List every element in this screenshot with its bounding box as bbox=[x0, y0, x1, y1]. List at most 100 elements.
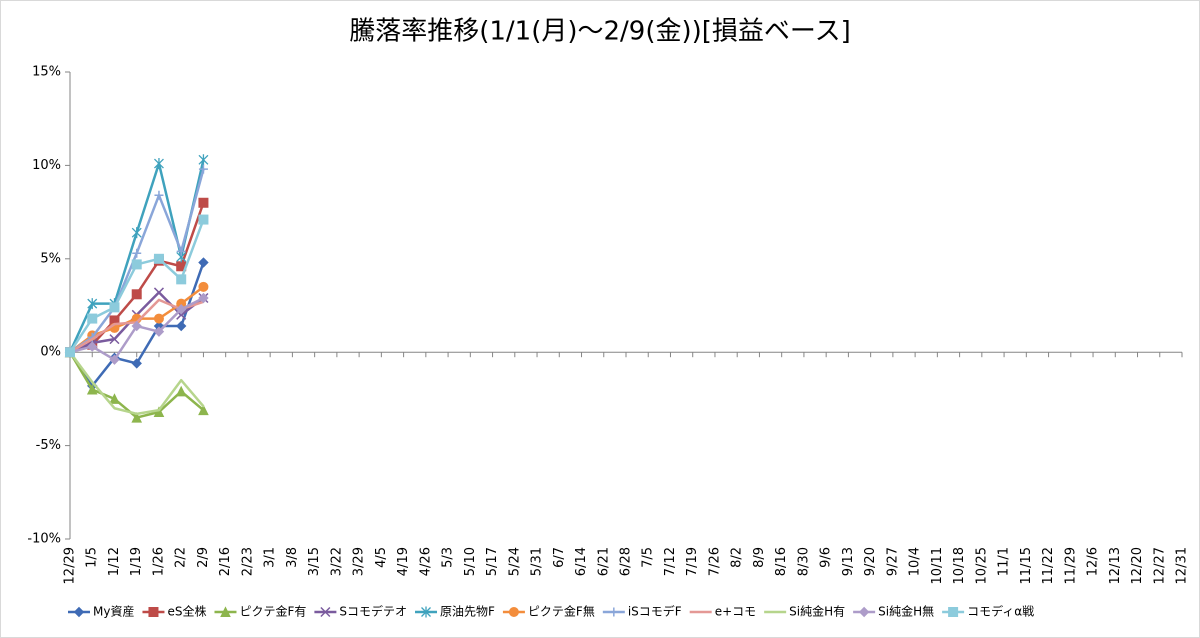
legend-marker bbox=[220, 606, 231, 617]
x-tick-label: 1/19 bbox=[129, 547, 144, 576]
y-tick-label: 10% bbox=[32, 158, 61, 173]
data-point bbox=[198, 257, 209, 268]
data-point bbox=[154, 190, 164, 200]
x-tick-label: 10/11 bbox=[930, 547, 945, 584]
data-point bbox=[109, 302, 120, 313]
x-tick-label: 8/30 bbox=[796, 547, 811, 576]
data-point bbox=[153, 406, 165, 417]
x-tick-label: 12/6 bbox=[1086, 547, 1101, 576]
data-point bbox=[153, 287, 164, 298]
data-point bbox=[65, 347, 75, 358]
legend-label: コモディα戦 bbox=[967, 604, 1034, 619]
x-tick-label: 9/6 bbox=[819, 547, 834, 568]
x-tick-label: 5/17 bbox=[485, 547, 500, 576]
data-point bbox=[198, 281, 209, 292]
data-point bbox=[176, 274, 187, 285]
data-point bbox=[154, 158, 164, 170]
legend-item: Si純金H有 bbox=[764, 604, 845, 619]
y-tick-label: 0% bbox=[40, 345, 61, 360]
legend-item: 原油先物F bbox=[415, 605, 495, 619]
x-tick-label: 6/14 bbox=[574, 547, 589, 576]
x-tick-label: 12/31 bbox=[1175, 547, 1190, 584]
data-point bbox=[132, 248, 142, 258]
data-point bbox=[131, 358, 142, 369]
y-tick-label: 5% bbox=[40, 251, 61, 266]
x-tick-label: 9/27 bbox=[885, 547, 900, 576]
x-tick-label: 11/22 bbox=[1041, 547, 1056, 584]
legend-item: Sコモデテオ bbox=[314, 604, 407, 619]
data-point bbox=[113, 407, 116, 410]
legend-label: ピクテ金F有 bbox=[239, 604, 306, 619]
data-point bbox=[131, 320, 142, 332]
x-tick-label: 3/1 bbox=[263, 547, 278, 568]
x-tick-label: 7/5 bbox=[641, 547, 656, 568]
legend-label: Si純金H無 bbox=[878, 604, 934, 619]
data-point bbox=[86, 383, 98, 395]
data-point bbox=[131, 259, 142, 270]
x-tick-label: 9/13 bbox=[841, 547, 856, 576]
legend-item: Si純金H無 bbox=[853, 604, 934, 619]
x-tick-label: 9/20 bbox=[863, 547, 878, 576]
data-point bbox=[157, 409, 160, 412]
legend-label: Si純金H有 bbox=[789, 604, 845, 619]
chart-title: 騰落率推移(1/1(月)〜2/9(金))[損益ベース] bbox=[349, 17, 851, 47]
y-tick-label: 15% bbox=[32, 65, 61, 80]
data-point bbox=[135, 412, 138, 415]
data-point bbox=[198, 154, 209, 166]
x-tick-label: 12/20 bbox=[1130, 547, 1145, 584]
x-tick-label: 7/26 bbox=[707, 547, 722, 576]
legend-label: eS全株 bbox=[167, 604, 206, 619]
data-point bbox=[198, 197, 209, 208]
x-tick-label: 1/26 bbox=[151, 547, 166, 576]
x-tick-label: 4/26 bbox=[418, 547, 433, 576]
legend-label: ピクテ金F無 bbox=[528, 604, 595, 619]
data-point bbox=[131, 411, 143, 423]
x-tick-label: 2/23 bbox=[240, 547, 255, 576]
x-tick-label: 8/9 bbox=[752, 547, 767, 568]
data-point bbox=[87, 341, 98, 352]
x-tick-label: 10/4 bbox=[908, 547, 923, 576]
x-tick-label: 6/21 bbox=[596, 547, 611, 576]
legend-marker bbox=[948, 607, 959, 617]
y-tick-label: -10% bbox=[27, 532, 61, 547]
data-point bbox=[87, 298, 98, 310]
data-point bbox=[198, 404, 209, 416]
data-point bbox=[175, 385, 187, 397]
data-point bbox=[109, 334, 120, 345]
data-point bbox=[87, 313, 98, 324]
x-tick-label: 6/28 bbox=[619, 547, 634, 576]
legend-item: eS全株 bbox=[142, 604, 206, 619]
data-point bbox=[176, 246, 186, 256]
x-tick-label: 3/22 bbox=[329, 547, 344, 576]
data-point bbox=[198, 164, 208, 174]
data-point bbox=[157, 298, 160, 301]
legend-item: e+コモ bbox=[689, 605, 756, 619]
data-point bbox=[113, 323, 116, 326]
x-tick-label: 11/29 bbox=[1063, 547, 1078, 584]
data-point bbox=[198, 214, 209, 225]
x-tick-label: 1/5 bbox=[85, 547, 100, 568]
data-point bbox=[202, 405, 205, 408]
x-tick-label: 5/10 bbox=[463, 547, 478, 576]
x-tick-label: 12/13 bbox=[1108, 547, 1123, 584]
legend-label: My資産 bbox=[93, 604, 134, 619]
x-tick-label: 2/2 bbox=[174, 547, 189, 568]
legend-item: コモディα戦 bbox=[942, 604, 1034, 619]
data-point bbox=[109, 354, 120, 365]
y-tick-label: -5% bbox=[36, 438, 61, 453]
x-tick-label: 11/15 bbox=[1019, 547, 1034, 584]
data-point bbox=[175, 304, 187, 315]
x-tick-label: 3/29 bbox=[352, 547, 367, 576]
data-point bbox=[198, 292, 209, 304]
legend-marker bbox=[858, 606, 870, 618]
x-tick-label: 1/12 bbox=[107, 547, 122, 576]
x-tick-label: 2/16 bbox=[218, 547, 233, 576]
legend-marker bbox=[320, 606, 331, 618]
legend-marker bbox=[508, 607, 519, 617]
data-point bbox=[153, 326, 165, 337]
x-tick-label: 5/3 bbox=[441, 547, 456, 568]
legend-marker bbox=[609, 607, 619, 617]
data-point bbox=[91, 338, 94, 341]
